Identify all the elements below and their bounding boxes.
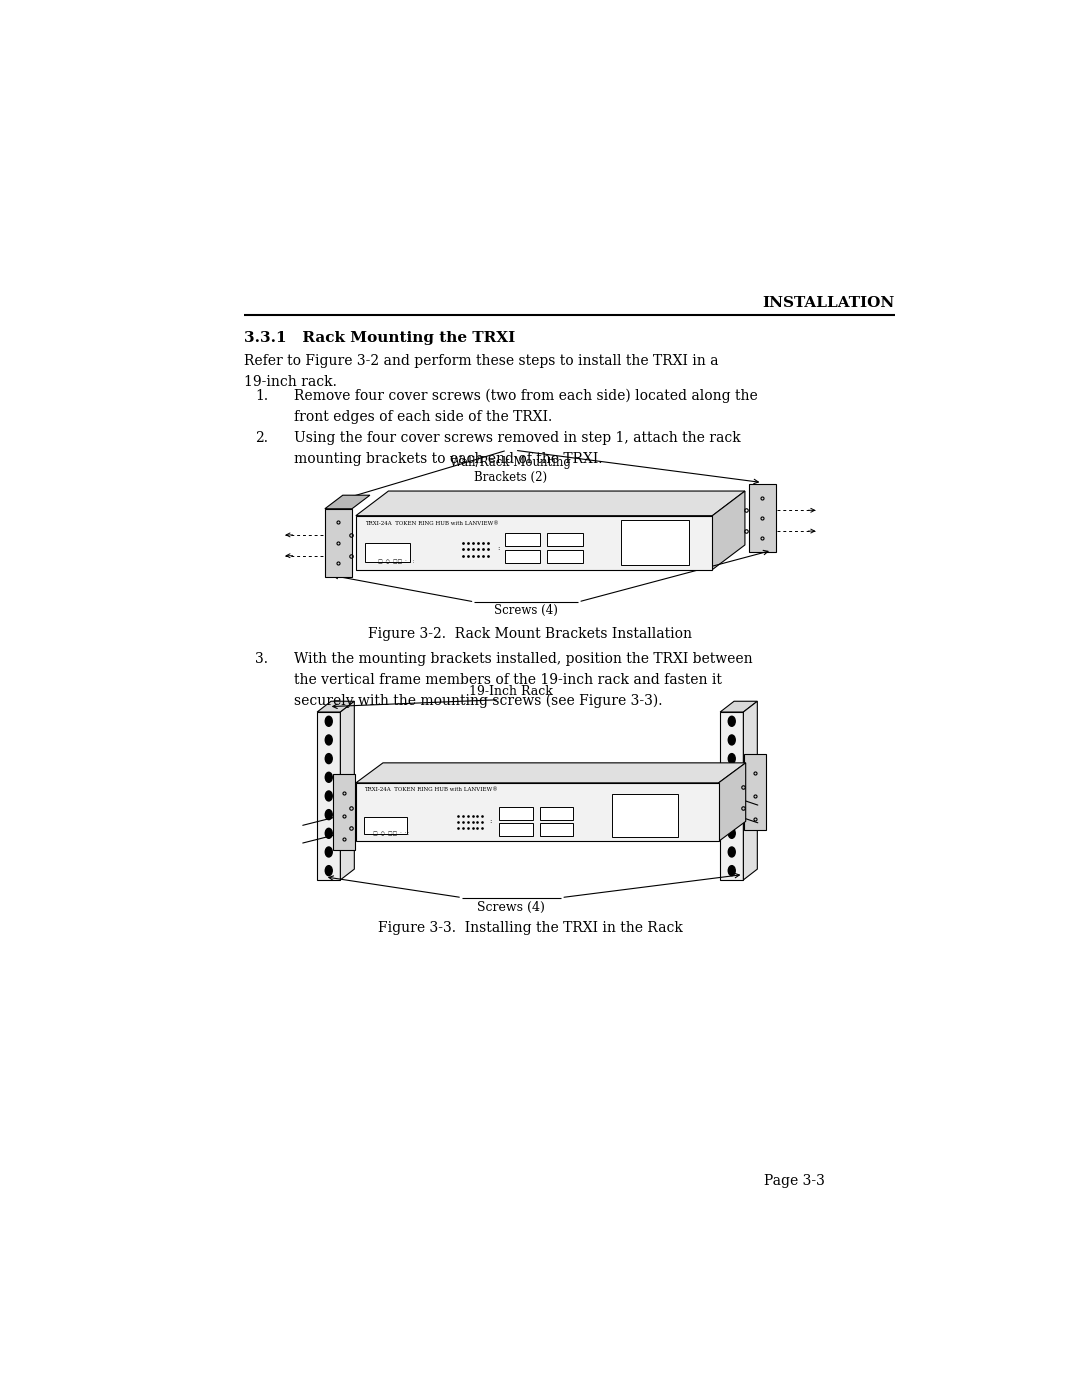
Bar	[504, 549, 540, 563]
Ellipse shape	[728, 847, 735, 856]
Bar	[744, 754, 766, 830]
Ellipse shape	[728, 791, 735, 800]
Bar	[365, 543, 410, 562]
Text: :: :	[489, 817, 491, 824]
Ellipse shape	[325, 753, 333, 764]
Text: Wall/Rack Mounting
Brackets (2): Wall/Rack Mounting Brackets (2)	[450, 457, 571, 485]
Text: Refer to Figure 3-2 and perform these steps to install the TRXI in a
19-inch rac: Refer to Figure 3-2 and perform these st…	[243, 353, 718, 388]
Bar	[548, 532, 583, 546]
Text: Screws (4): Screws (4)	[495, 605, 558, 617]
Polygon shape	[325, 495, 370, 509]
Text: With the mounting brackets installed, position the TRXI between
the vertical fra: With the mounting brackets installed, po…	[294, 652, 753, 708]
Bar	[499, 806, 532, 820]
Bar	[325, 509, 352, 577]
Text: INSTALLATION: INSTALLATION	[762, 296, 894, 310]
Bar	[364, 817, 407, 834]
Ellipse shape	[728, 810, 735, 820]
Text: Page 3-3: Page 3-3	[764, 1173, 825, 1187]
Text: Using the four cover screws removed in step 1, attach the rack
mounting brackets: Using the four cover screws removed in s…	[294, 432, 741, 465]
Ellipse shape	[728, 735, 735, 745]
Bar	[621, 520, 689, 564]
Polygon shape	[718, 763, 745, 841]
Ellipse shape	[728, 753, 735, 764]
Text: Figure 3-2.  Rack Mount Brackets Installation: Figure 3-2. Rack Mount Brackets Installa…	[368, 627, 692, 641]
Ellipse shape	[728, 717, 735, 726]
Text: □  ○  □□  :  : :: □ ○ □□ : : :	[373, 831, 409, 835]
Ellipse shape	[728, 866, 735, 876]
Bar	[504, 532, 540, 546]
Bar	[334, 774, 355, 849]
Ellipse shape	[325, 717, 333, 726]
Text: 3.3.1   Rack Mounting the TRXI: 3.3.1 Rack Mounting the TRXI	[243, 331, 515, 345]
Bar	[356, 515, 713, 570]
Ellipse shape	[325, 735, 333, 745]
Polygon shape	[743, 701, 757, 880]
Polygon shape	[340, 701, 354, 880]
Text: Screws (4): Screws (4)	[477, 901, 544, 914]
Bar	[720, 712, 743, 880]
Bar	[611, 793, 677, 837]
Ellipse shape	[728, 773, 735, 782]
Text: Figure 3-3.  Installing the TRXI in the Rack: Figure 3-3. Installing the TRXI in the R…	[378, 922, 683, 936]
Ellipse shape	[325, 791, 333, 800]
Text: TRXI-24A  TOKEN RING HUB with LANVIEW®: TRXI-24A TOKEN RING HUB with LANVIEW®	[365, 521, 499, 527]
Ellipse shape	[325, 773, 333, 782]
Bar	[318, 712, 340, 880]
Polygon shape	[720, 701, 757, 712]
Ellipse shape	[728, 828, 735, 838]
Bar	[540, 806, 572, 820]
Ellipse shape	[325, 866, 333, 876]
Polygon shape	[318, 701, 354, 712]
Bar	[748, 485, 775, 552]
Ellipse shape	[325, 847, 333, 856]
Text: :: :	[497, 543, 499, 552]
Ellipse shape	[325, 810, 333, 820]
Polygon shape	[713, 490, 745, 570]
Bar	[499, 823, 532, 835]
Text: 19-Inch Rack: 19-Inch Rack	[469, 685, 553, 698]
Bar	[540, 823, 572, 835]
Polygon shape	[356, 490, 745, 515]
Ellipse shape	[325, 828, 333, 838]
Bar	[548, 549, 583, 563]
Text: □  ○  □□  :  : :: □ ○ □□ : : :	[378, 559, 414, 564]
Text: 3.: 3.	[255, 652, 268, 666]
Bar	[356, 782, 718, 841]
Text: 1.: 1.	[255, 388, 268, 402]
Text: Remove four cover screws (two from each side) located along the
front edges of e: Remove four cover screws (two from each …	[294, 388, 758, 423]
Polygon shape	[356, 763, 745, 782]
Text: TRXI-24A  TOKEN RING HUB with LANVIEW®: TRXI-24A TOKEN RING HUB with LANVIEW®	[364, 788, 498, 792]
Text: 2.: 2.	[255, 432, 268, 446]
